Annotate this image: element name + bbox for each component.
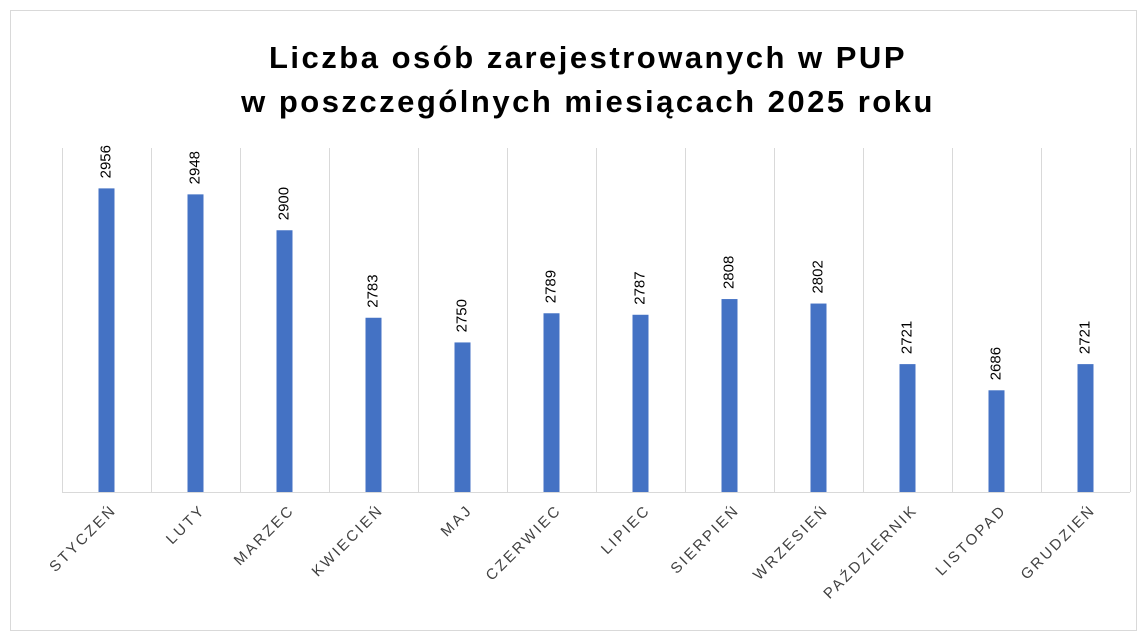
bar	[276, 230, 293, 492]
bar	[365, 317, 382, 492]
bar	[810, 303, 827, 492]
value-label: 2721	[898, 321, 915, 354]
value-label: 2787	[631, 271, 648, 304]
bar	[632, 314, 649, 492]
value-label: 2789	[542, 270, 559, 303]
value-label: 2948	[186, 151, 203, 184]
bar	[1077, 364, 1094, 492]
bar	[187, 194, 204, 492]
value-label: 2956	[97, 145, 114, 178]
value-label: 2900	[275, 187, 292, 220]
value-label: 2802	[809, 260, 826, 293]
bar	[543, 313, 560, 492]
value-label: 2686	[987, 347, 1004, 380]
chart-title: Liczba osób zarejestrowanych w PUP	[269, 40, 907, 75]
value-label: 2808	[720, 256, 737, 289]
bar	[721, 299, 738, 492]
bar	[899, 364, 916, 492]
chart-title: w poszczególnych miesiącach 2025 roku	[240, 84, 935, 119]
value-label: 2783	[364, 274, 381, 307]
bar	[98, 188, 115, 492]
value-label: 2750	[453, 299, 470, 332]
value-label: 2721	[1076, 321, 1093, 354]
bar	[988, 390, 1005, 492]
bar	[454, 342, 471, 492]
